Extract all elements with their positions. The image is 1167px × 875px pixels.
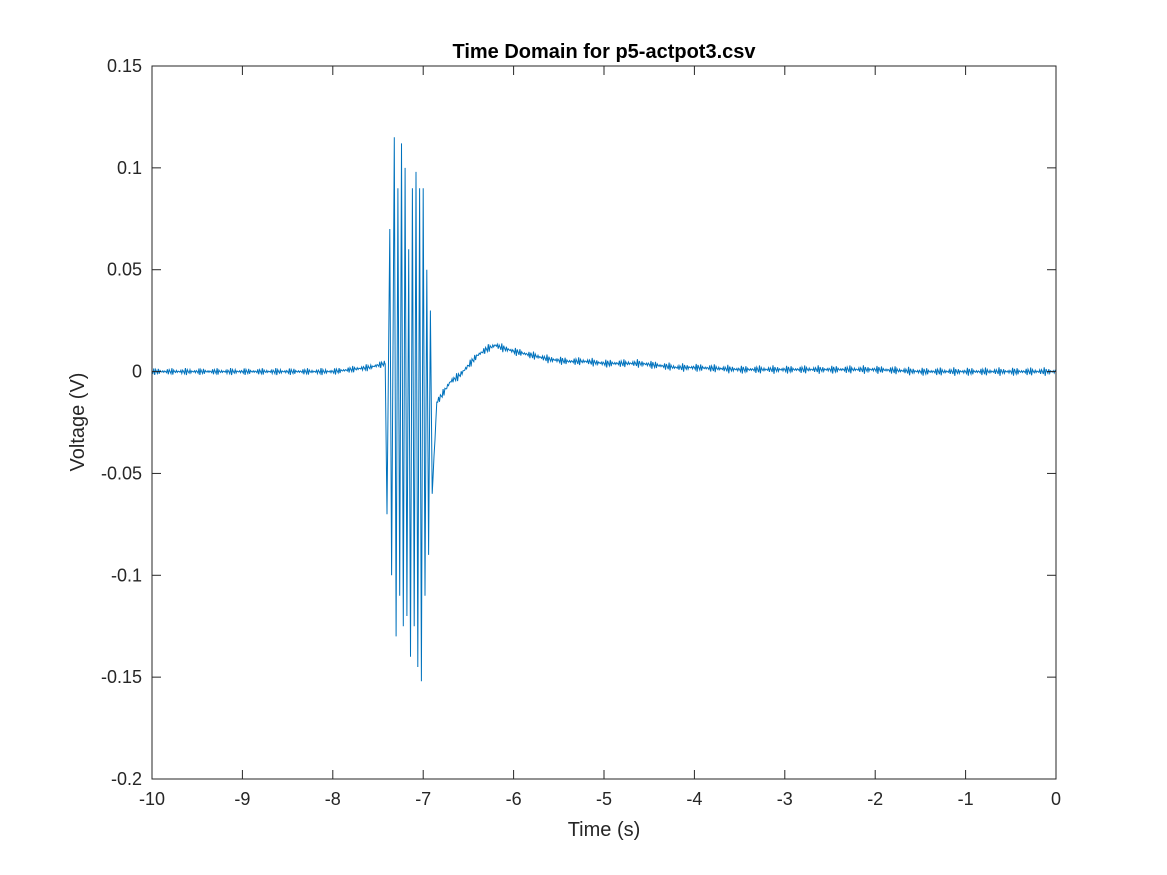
y-tick-label: -0.2 xyxy=(111,769,142,789)
x-tick-label: -7 xyxy=(415,789,431,809)
y-axis-ticks: -0.2 -0.15 -0.1 -0.05 0 0.05 0.1 0.15 xyxy=(101,56,1056,789)
x-tick-label: -4 xyxy=(686,789,702,809)
y-tick-label: 0.05 xyxy=(107,260,142,280)
chart-title: Time Domain for p5-actpot3.csv xyxy=(452,41,756,63)
y-tick-label: 0 xyxy=(132,362,142,382)
y-tick-label: -0.15 xyxy=(101,667,142,687)
y-tick-label: 0.15 xyxy=(107,56,142,76)
x-axis-label: Time (s) xyxy=(568,819,641,841)
plot-area xyxy=(152,66,1056,779)
y-axis-label: Voltage (V) xyxy=(67,373,89,472)
y-tick-label: -0.05 xyxy=(101,463,142,483)
x-tick-label: -5 xyxy=(596,789,612,809)
x-tick-label: -3 xyxy=(777,789,793,809)
x-tick-label: -10 xyxy=(139,789,165,809)
x-tick-label: -9 xyxy=(234,789,250,809)
voltage-series-line xyxy=(151,137,1057,682)
y-tick-label: 0.1 xyxy=(117,158,142,178)
series-layer xyxy=(151,137,1057,682)
x-axis-ticks: -10 -9 -8 -7 -6 -5 -4 -3 -2 -1 0 xyxy=(139,66,1061,809)
x-tick-label: -8 xyxy=(325,789,341,809)
y-tick-label: -0.1 xyxy=(111,565,142,585)
x-tick-label: -6 xyxy=(506,789,522,809)
x-tick-label: -2 xyxy=(867,789,883,809)
x-tick-label: -1 xyxy=(958,789,974,809)
x-tick-label: 0 xyxy=(1051,789,1061,809)
